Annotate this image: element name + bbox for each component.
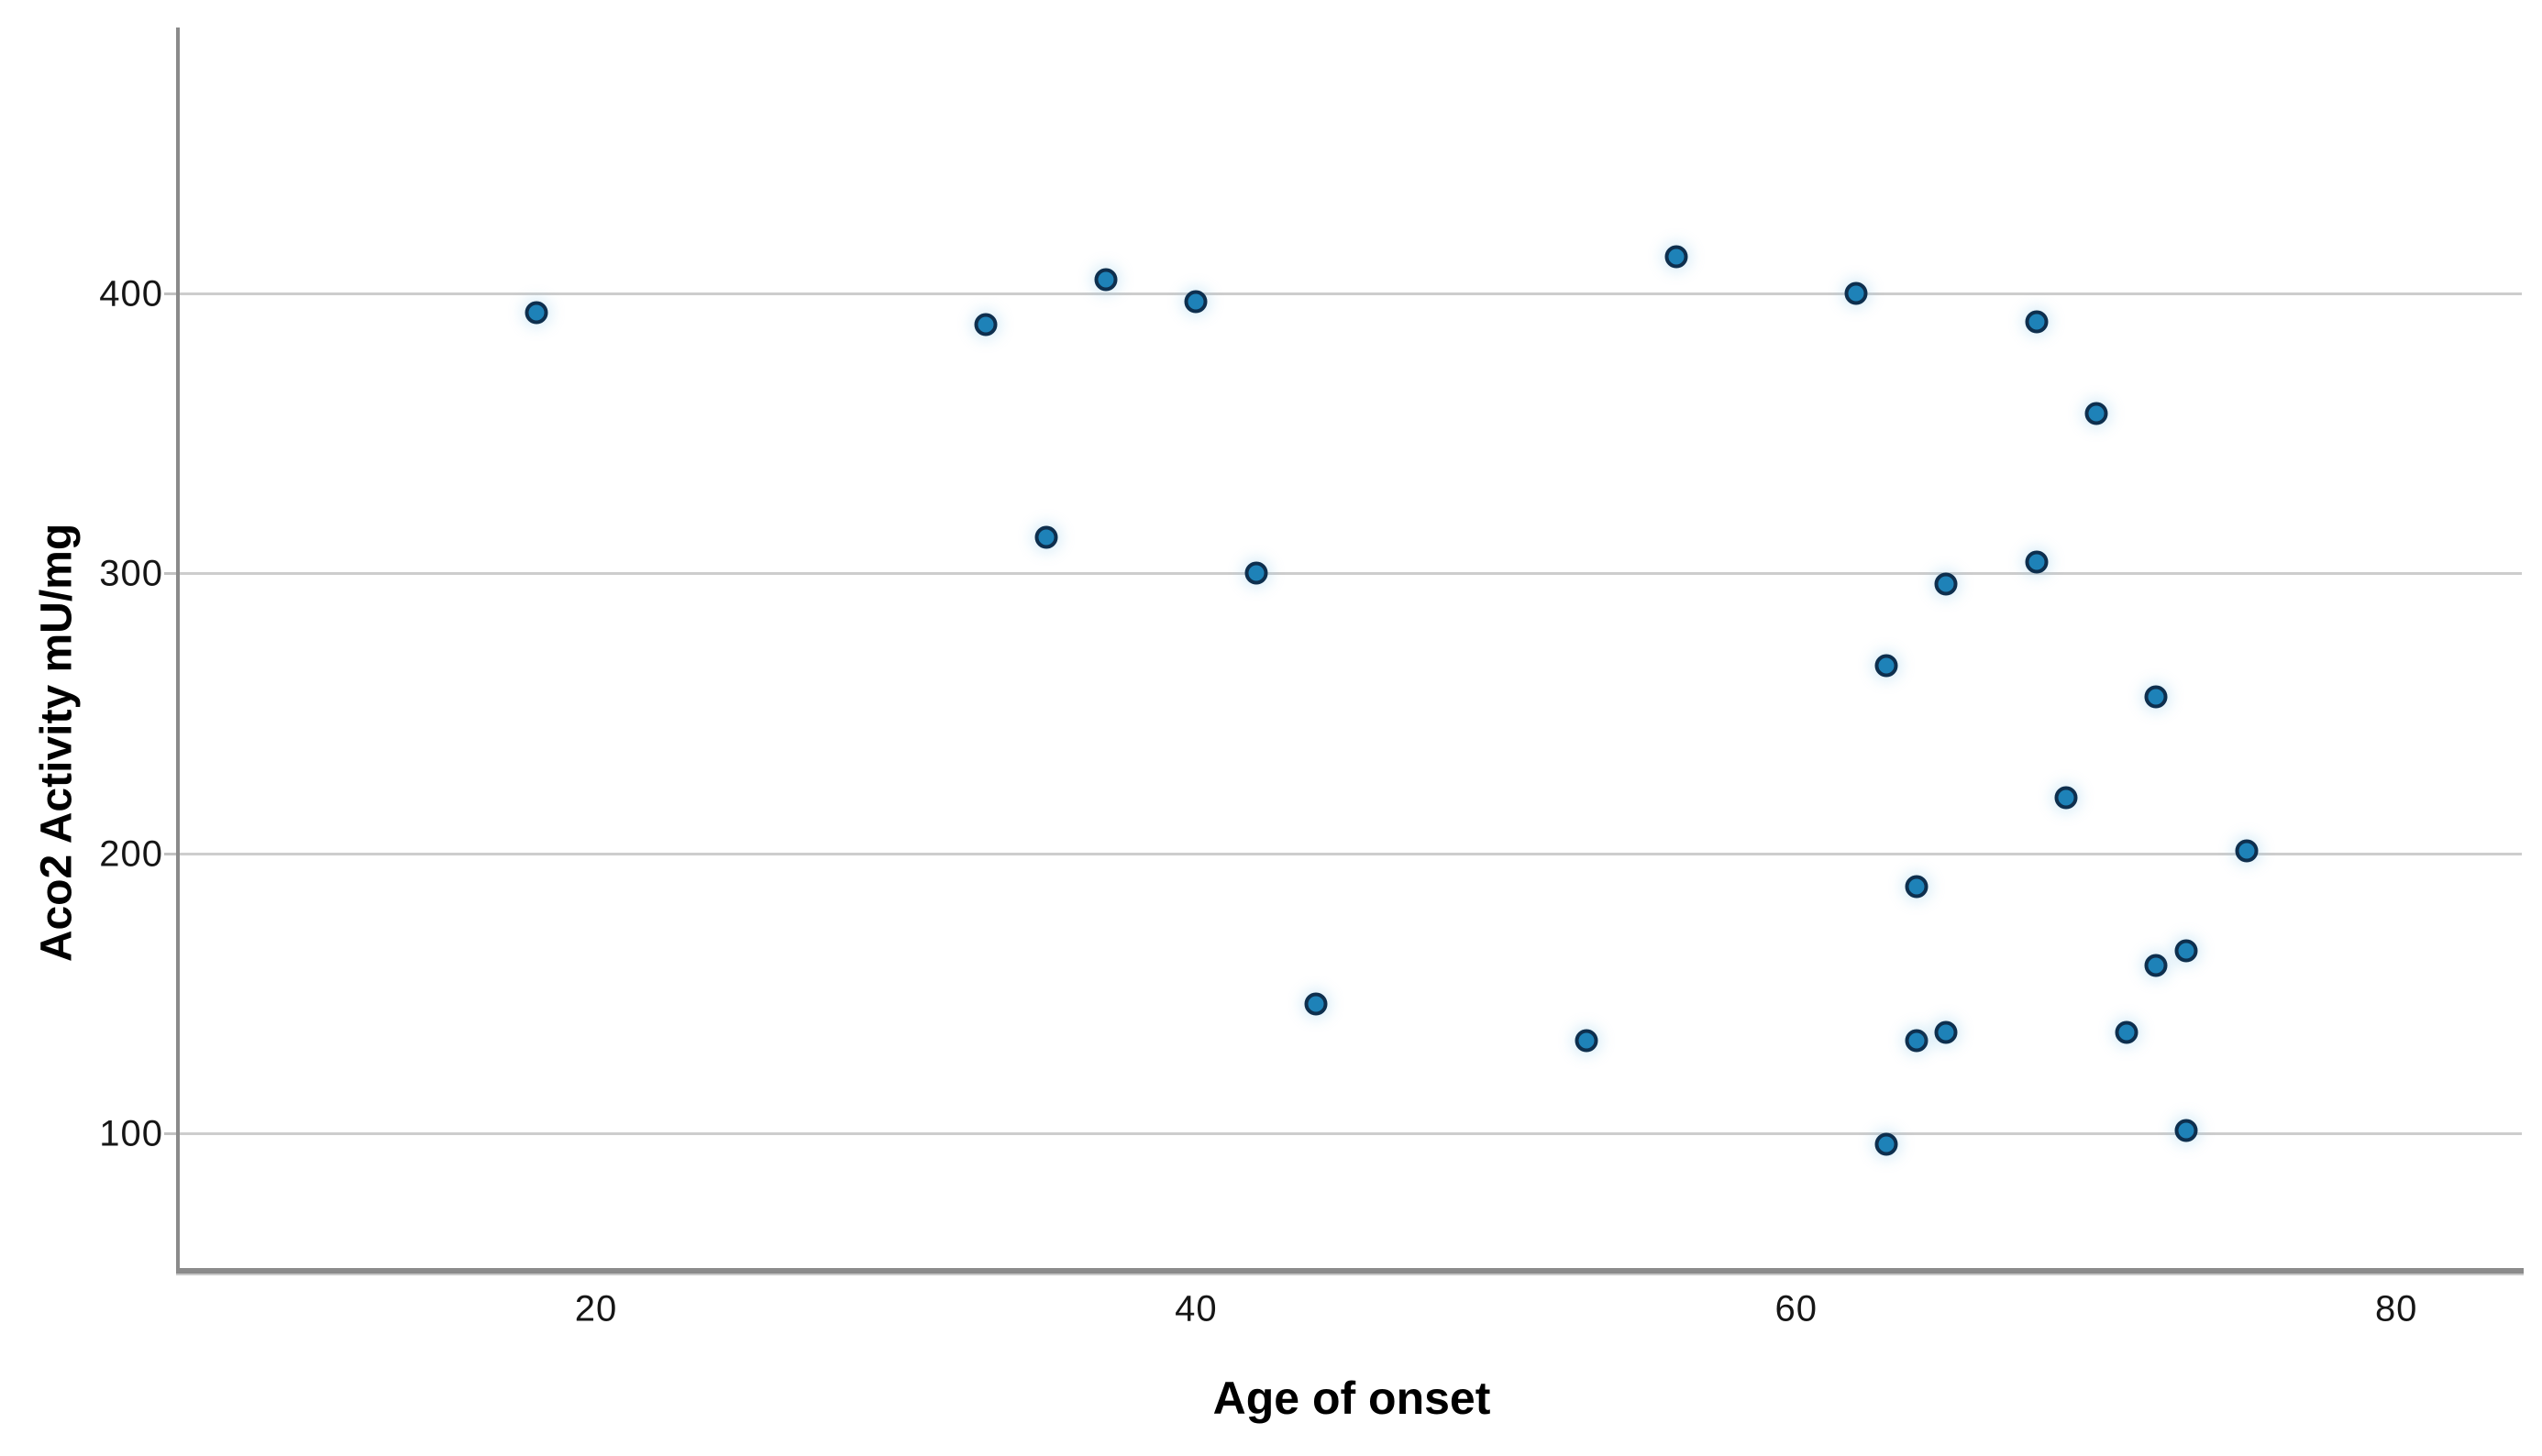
y-tick-label-400: 400	[99, 273, 163, 314]
data-point-11	[1934, 572, 1958, 596]
y-tick-label-200: 200	[99, 833, 163, 875]
data-point-10	[2025, 550, 2049, 574]
h-gridline-300	[180, 572, 2522, 576]
data-point-20	[1934, 1020, 1958, 1044]
data-point-1	[974, 313, 998, 336]
y-tick-mark-300	[164, 572, 176, 576]
data-point-24	[1874, 1132, 1898, 1156]
data-point-19	[1905, 1029, 1929, 1053]
data-point-5	[1244, 561, 1268, 585]
h-gridline-100	[180, 1131, 2522, 1135]
data-point-23	[2174, 939, 2198, 963]
y-tick-mark-400	[164, 292, 176, 295]
data-point-22	[2144, 954, 2168, 977]
x-tick-label-80: 80	[2374, 1288, 2418, 1329]
data-point-9	[2084, 402, 2108, 425]
x-tick-label-60: 60	[1774, 1288, 1818, 1329]
data-point-13	[2144, 685, 2168, 709]
x-axis-title: Age of onset	[1212, 1373, 1491, 1424]
x-axis-line	[176, 1268, 2524, 1275]
data-point-17	[1304, 992, 1328, 1016]
h-gridline-400	[180, 292, 2522, 295]
data-point-4	[1034, 525, 1058, 549]
data-point-18	[1575, 1029, 1598, 1053]
y-tick-label-300: 300	[99, 553, 163, 594]
data-point-21	[2115, 1020, 2139, 1044]
y-axis-line	[176, 28, 180, 1273]
data-point-14	[2054, 786, 2078, 809]
x-tick-label-20: 20	[574, 1288, 618, 1329]
data-point-12	[1874, 654, 1898, 678]
data-point-7	[1844, 281, 1868, 305]
y-tick-mark-100	[164, 1131, 176, 1135]
data-point-2	[1094, 268, 1118, 292]
y-tick-label-100: 100	[99, 1113, 163, 1154]
data-point-6	[1664, 245, 1688, 269]
data-point-3	[1184, 290, 1208, 314]
y-tick-mark-200	[164, 852, 176, 855]
data-point-25	[2174, 1119, 2198, 1142]
data-point-16	[1905, 875, 1929, 899]
h-gridline-200	[180, 852, 2522, 855]
data-point-15	[2235, 839, 2259, 862]
data-point-0	[525, 301, 548, 325]
data-point-8	[2025, 310, 2049, 334]
x-tick-label-40: 40	[1175, 1288, 1218, 1329]
